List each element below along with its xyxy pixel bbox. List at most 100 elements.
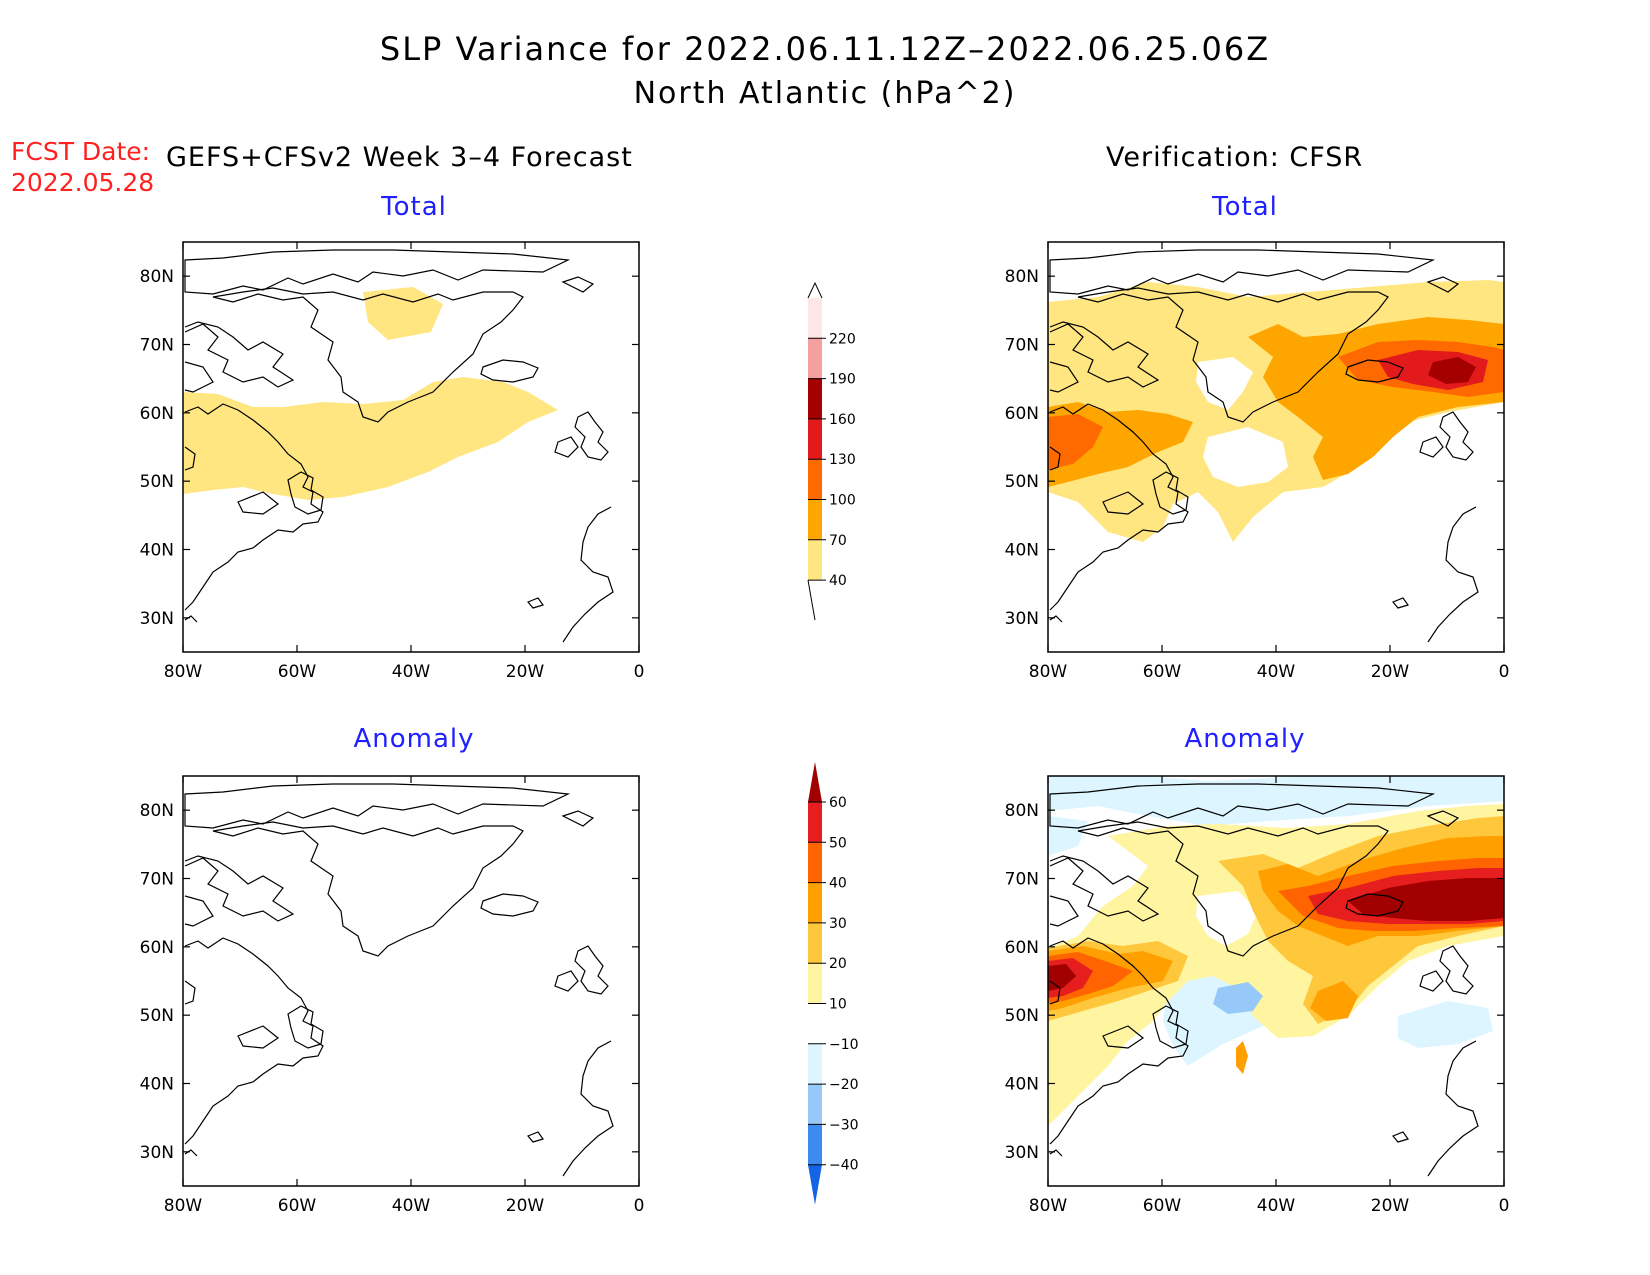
colorbar-label: −40 (829, 1158, 859, 1174)
colorbar-segment (808, 1003, 822, 1044)
lon-tick-label: 40W (1257, 1196, 1296, 1216)
lat-tick-label: 80N (140, 267, 174, 287)
lat-tick-label: 70N (1005, 870, 1039, 890)
lat-tick-label: 40N (1005, 541, 1039, 561)
map-panel-forecast-anomaly (182, 775, 640, 1187)
colorbar-segment (808, 459, 822, 500)
lat-tick-label: 60N (1005, 938, 1039, 958)
contour-fill (1196, 891, 1258, 946)
lon-tick-label: 80W (1029, 1196, 1068, 1216)
figure-subtitle: North Atlantic (hPa^2) (633, 76, 1017, 111)
lat-tick-label: 50N (140, 472, 174, 492)
panel-title-forecast-anomaly: Anomaly (353, 724, 475, 754)
lat-tick-label: 60N (1005, 404, 1039, 424)
lat-tick-label: 30N (140, 1143, 174, 1163)
contour-fill (1048, 776, 1504, 826)
colorbar-label: 30 (829, 916, 847, 932)
lat-tick-label: 50N (1005, 1006, 1039, 1026)
colorbar-label: −30 (829, 1117, 859, 1133)
colorbar-segment (808, 802, 822, 843)
lat-tick-label: 30N (1005, 1143, 1039, 1163)
contour-fill (1428, 357, 1476, 384)
contour-fill (363, 287, 443, 340)
fcst-date-label: FCST Date: (11, 137, 151, 166)
contour-fill (183, 377, 558, 500)
lon-tick-label: 80W (164, 1196, 203, 1216)
lat-tick-label: 40N (140, 541, 174, 561)
contour-fill (1398, 1001, 1493, 1048)
colorbar-label: 20 (829, 956, 847, 972)
colorbar-label: 50 (829, 835, 847, 851)
contour-fill (1236, 1041, 1248, 1074)
colorbar-segment (808, 338, 822, 379)
lon-tick-label: 60W (1143, 662, 1182, 682)
figure-title: SLP Variance for 2022.06.11.12Z–2022.06.… (379, 30, 1271, 68)
colorbar-anomaly: −40 −30 −20 −10 10 20 30 40 50 60 (808, 762, 859, 1205)
panel-title-verification-anomaly: Anomaly (1184, 724, 1306, 754)
contour-fill (1196, 357, 1253, 410)
colorbar-segment (808, 842, 822, 883)
colorbar-segment (808, 882, 822, 923)
lon-tick-label: 80W (164, 662, 203, 682)
lat-tick-label: 50N (140, 1006, 174, 1026)
lat-tick-label: 30N (140, 609, 174, 629)
lon-tick-label: 0 (1499, 662, 1510, 682)
colorbar-label: 70 (829, 533, 847, 549)
lat-tick-label: 80N (140, 801, 174, 821)
lat-tick-label: 50N (1005, 472, 1039, 492)
lat-tick-label: 70N (1005, 336, 1039, 356)
lon-tick-label: 40W (392, 1196, 431, 1216)
lon-tick-label: 60W (278, 1196, 317, 1216)
contour-fill (1348, 878, 1504, 921)
lat-tick-label: 70N (140, 870, 174, 890)
lat-tick-label: 80N (1005, 267, 1039, 287)
lon-tick-label: 0 (634, 1196, 645, 1216)
lat-tick-label: 80N (1005, 801, 1039, 821)
colorbar-segment (808, 499, 822, 540)
axis-ticks: 80W 60W 40W 20W 0 80N 70N 60N 50N 40N 30N 80W 60W 40W… (140, 242, 1510, 1216)
colorbar-segment (808, 922, 822, 964)
lat-tick-label: 40N (140, 1075, 174, 1095)
lon-tick-label: 80W (1029, 662, 1068, 682)
contour-fill (1048, 414, 1103, 470)
colorbar-label: 160 (829, 412, 856, 428)
colorbar-label: 130 (829, 452, 856, 468)
map-panel-forecast-total (182, 241, 640, 653)
colorbar-label: −20 (829, 1077, 859, 1093)
lon-tick-label: 40W (392, 662, 431, 682)
contour-fill (1213, 982, 1263, 1014)
lat-tick-label: 70N (140, 336, 174, 356)
colorbar-label: −10 (829, 1037, 859, 1053)
fcst-date-value: 2022.05.28 (11, 168, 155, 197)
colorbar-segment (808, 298, 822, 339)
lon-tick-label: 20W (506, 1196, 545, 1216)
lon-tick-label: 0 (634, 662, 645, 682)
colorbar-segment (808, 762, 822, 802)
map-panel-verification-total (1047, 241, 1505, 653)
lon-tick-label: 20W (1371, 662, 1410, 682)
lat-tick-label: 60N (140, 404, 174, 424)
colorbar-segment (808, 1084, 822, 1125)
lon-tick-label: 40W (1257, 662, 1296, 682)
lon-tick-label: 20W (1371, 1196, 1410, 1216)
colorbar-segment (808, 378, 822, 419)
colorbar-label: 60 (829, 795, 847, 811)
colorbar-segment (808, 418, 822, 460)
map-panel-verification-anomaly (1047, 775, 1505, 1187)
verification-header: Verification: CFSR (1106, 142, 1364, 173)
lon-tick-label: 20W (506, 662, 545, 682)
colorbar-segment (808, 963, 822, 1004)
lat-tick-label: 30N (1005, 609, 1039, 629)
colorbar-label: 40 (829, 876, 847, 892)
colorbar-segment (808, 1043, 822, 1085)
colorbar-label: 190 (829, 372, 856, 388)
lat-tick-label: 40N (1005, 1075, 1039, 1095)
colorbar-label: 220 (829, 331, 856, 347)
lon-tick-label: 60W (1143, 1196, 1182, 1216)
panel-title-forecast-total: Total (381, 192, 447, 222)
colorbar-label: 100 (829, 493, 856, 509)
forecast-header: GEFS+CFSv2 Week 3–4 Forecast (166, 142, 633, 173)
colorbar-total: 40 70 100 130 160 190 220 (807, 281, 856, 621)
lon-tick-label: 0 (1499, 1196, 1510, 1216)
